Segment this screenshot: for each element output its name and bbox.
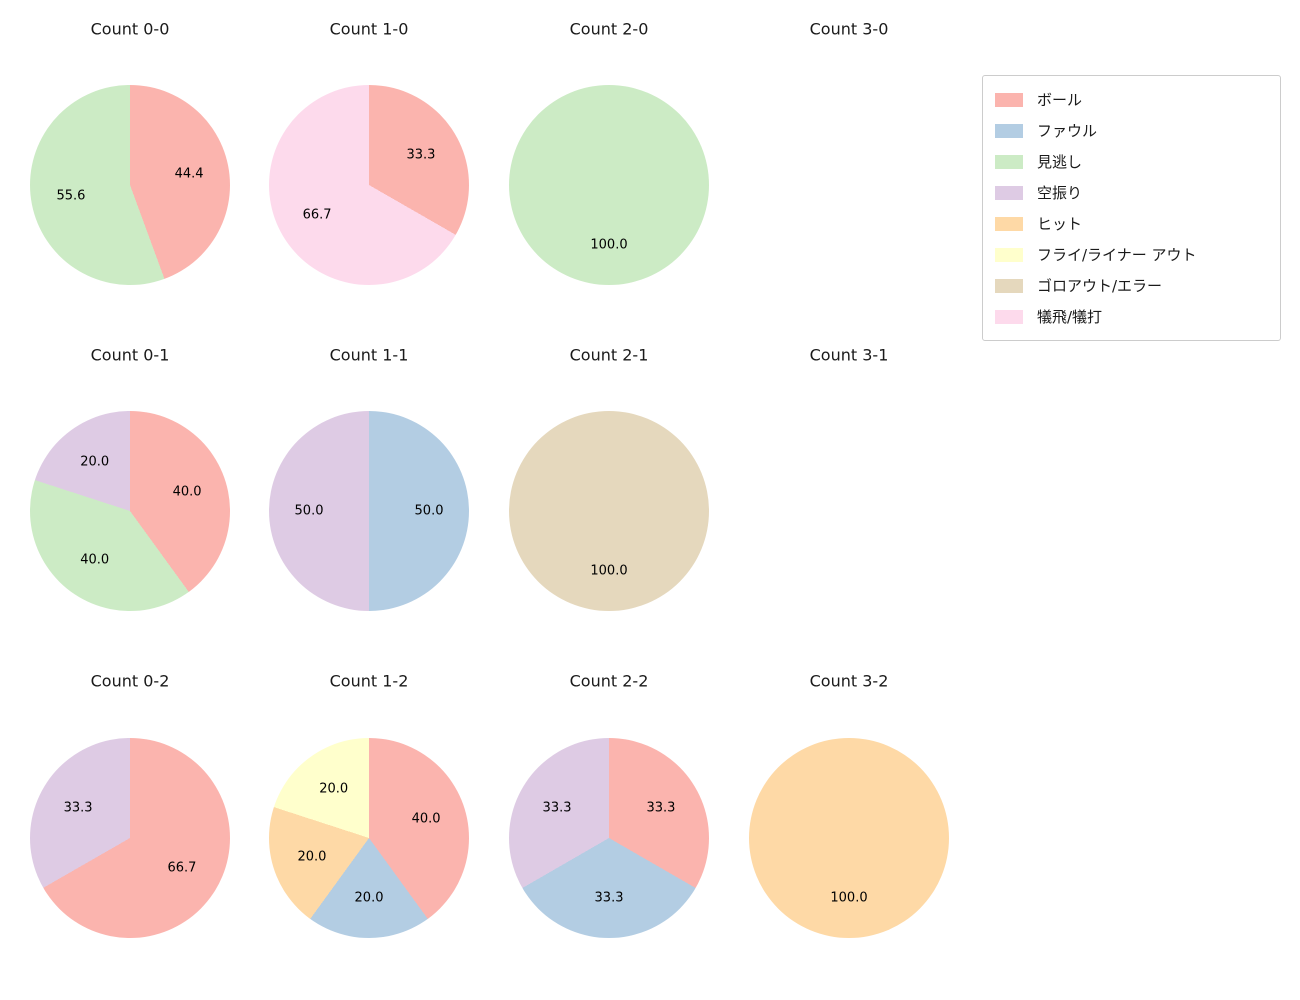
legend-label: 犠飛/犠打 [1037, 308, 1103, 326]
pie-slice-label: 33.3 [646, 800, 676, 816]
pie-slice-label: 20.0 [297, 849, 327, 865]
pie-chart [269, 411, 469, 611]
legend-swatch [995, 247, 1023, 262]
legend-label: ゴロアウト/エラー [1037, 277, 1163, 295]
pie-chart [269, 738, 469, 938]
chart-title: Count 2-0 [569, 19, 649, 39]
legend-label: 空振り [1037, 184, 1083, 202]
pie-slice-label: 66.7 [167, 860, 197, 876]
pie-slice-label: 20.0 [80, 454, 110, 470]
pie-chart [749, 738, 949, 938]
legend-swatch [995, 278, 1023, 293]
legend-swatch [995, 123, 1023, 138]
pie-slice-label: 100.0 [830, 890, 868, 906]
chart-title: Count 1-2 [329, 671, 409, 691]
chart-title: Count 0-2 [90, 671, 170, 691]
pie-chart [30, 738, 230, 938]
chart-title: Count 2-2 [569, 671, 649, 691]
chart-title: Count 1-1 [329, 345, 409, 365]
pie-slice-label: 55.6 [56, 188, 86, 203]
legend-swatch [995, 154, 1023, 169]
chart-title: Count 1-0 [329, 19, 409, 39]
legend-item: ヒット [993, 208, 1270, 239]
legend-swatch [995, 216, 1023, 231]
legend-item: 見逃し [993, 146, 1270, 177]
pie-slice-label: 20.0 [354, 890, 384, 906]
legend-label: フライ/ライナー アウト [1037, 246, 1197, 264]
pie-slice-label: 44.4 [174, 166, 204, 182]
pie-slice-label: 100.0 [590, 563, 628, 579]
legend-swatch [995, 309, 1023, 324]
pie-slice-label: 33.3 [63, 800, 93, 816]
pie-slice-label: 50.0 [294, 503, 324, 519]
legend-item: 空振り [993, 177, 1270, 208]
chart-title: Count 3-0 [809, 19, 889, 39]
legend-item: ボール [993, 84, 1270, 115]
pie-slice-label: 40.0 [172, 484, 202, 500]
legend-item: ファウル [993, 115, 1270, 146]
legend-swatch [995, 92, 1023, 107]
chart-title: Count 3-2 [809, 671, 889, 691]
pie-slice-label: 100.0 [590, 237, 628, 253]
pie-slice-label: 40.0 [411, 811, 441, 827]
legend-item: フライ/ライナー アウト [993, 239, 1270, 270]
legend-swatch [995, 185, 1023, 200]
chart-title: Count 3-1 [809, 345, 889, 365]
pie-slice-label: 20.0 [319, 781, 349, 797]
pie-chart [509, 85, 709, 285]
chart-title: Count 2-1 [569, 345, 649, 365]
chart-title: Count 0-1 [90, 345, 170, 365]
pie-slice-label: 40.0 [80, 552, 110, 568]
legend-item: ゴロアウト/エラー [993, 270, 1270, 301]
pie-slice-label: 50.0 [414, 503, 444, 519]
chart-title: Count 0-0 [90, 19, 170, 39]
legend: ボールファウル見逃し空振りヒットフライ/ライナー アウト ゴロアウト/エラー 犠飛/… [982, 75, 1281, 341]
pie-chart [269, 85, 469, 285]
legend-label: ボール [1037, 91, 1083, 109]
pie-slice-label: 33.3 [406, 147, 436, 163]
pie-slice-label: 33.3 [542, 800, 572, 816]
pie-slice-label: 33.3 [594, 890, 624, 906]
pie-chart [509, 738, 709, 938]
legend-item: 犠飛/犠打 [993, 301, 1270, 332]
pie-chart [30, 85, 230, 285]
legend-label: 見逃し [1037, 153, 1083, 171]
pie-chart [509, 411, 709, 611]
pie-slice-label: 66.7 [302, 207, 332, 223]
legend-label: ヒット [1037, 215, 1083, 233]
legend-label: ファウル [1037, 122, 1098, 140]
pie-chart [30, 411, 230, 611]
